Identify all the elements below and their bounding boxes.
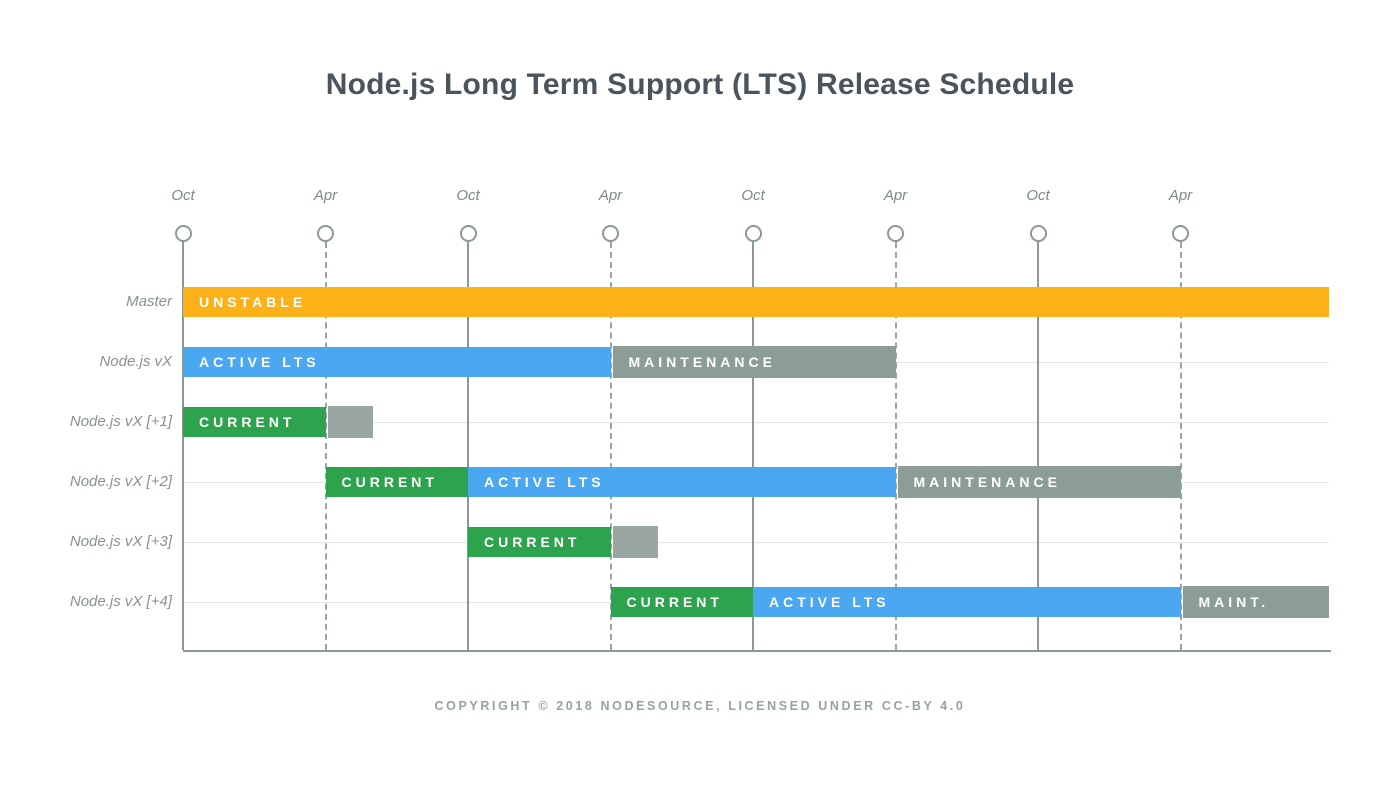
row-label: Master xyxy=(126,293,172,310)
month-label: Oct xyxy=(456,187,480,204)
month-label: Apr xyxy=(313,187,338,204)
month-label: Apr xyxy=(883,187,908,204)
tick-line-solid xyxy=(182,242,184,650)
bar-current: CURRENT xyxy=(183,407,326,437)
bar-maintenance: MAINTENANCE xyxy=(612,346,896,378)
bar-maintenance: MAINTENANCE xyxy=(897,466,1181,498)
month-label: Oct xyxy=(741,187,765,204)
month-label: Oct xyxy=(1026,187,1050,204)
tick-circle xyxy=(1029,224,1047,242)
row-label: Node.js vX xyxy=(99,353,172,370)
bar-active: ACTIVE LTS xyxy=(468,467,896,497)
month-label: Oct xyxy=(171,187,195,204)
tick-circle xyxy=(317,224,334,242)
bar-maintenance: MAINT. xyxy=(1182,586,1329,618)
tick-circle xyxy=(1172,224,1189,242)
tick-circle xyxy=(459,224,477,242)
bar-label: CURRENT xyxy=(199,414,296,430)
bar-label: ACTIVE LTS xyxy=(199,354,320,370)
bar-active: ACTIVE LTS xyxy=(183,347,611,377)
tick-line-dashed xyxy=(894,242,897,650)
bar-stub xyxy=(327,406,373,438)
row-label: Node.js vX [+4] xyxy=(69,593,172,610)
tick-line-dashed xyxy=(324,242,327,650)
tick-line-solid xyxy=(1037,242,1039,650)
month-label: Apr xyxy=(598,187,623,204)
tick-circle xyxy=(174,224,192,242)
bar-label: CURRENT xyxy=(484,534,581,550)
row-label: Node.js vX [+3] xyxy=(69,533,172,550)
bar-label: CURRENT xyxy=(341,474,438,490)
tick-line-dashed xyxy=(609,242,612,650)
bar-label: MAINTENANCE xyxy=(628,354,776,370)
tick-line-dashed xyxy=(1179,242,1182,650)
tick-circle xyxy=(887,224,904,242)
tick-line-solid xyxy=(467,242,469,650)
row-grid-line xyxy=(183,541,1329,543)
bar-active: ACTIVE LTS xyxy=(753,587,1181,617)
month-label: Apr xyxy=(1168,187,1193,204)
bar-label: MAINTENANCE xyxy=(913,474,1061,490)
bar-current: CURRENT xyxy=(325,467,468,497)
bar-unstable: UNSTABLE xyxy=(183,287,1329,317)
bar-current: CURRENT xyxy=(468,527,611,557)
copyright-notice: COPYRIGHT © 2018 NODESOURCE, LICENSED UN… xyxy=(434,699,966,713)
bar-label: CURRENT xyxy=(626,594,723,610)
bar-label: MAINT. xyxy=(1198,594,1270,610)
tick-circle xyxy=(744,224,762,242)
axis-baseline xyxy=(183,650,1331,652)
bar-label: ACTIVE LTS xyxy=(769,594,890,610)
row-label: Node.js vX [+1] xyxy=(69,413,172,430)
row-label: Node.js vX [+2] xyxy=(69,473,172,490)
tick-circle xyxy=(602,224,619,242)
bar-current: CURRENT xyxy=(610,587,753,617)
bar-label: ACTIVE LTS xyxy=(484,474,605,490)
row-grid-line xyxy=(183,421,1329,423)
chart-title: Node.js Long Term Support (LTS) Release … xyxy=(325,68,1075,101)
bar-label: UNSTABLE xyxy=(199,294,307,310)
tick-line-solid xyxy=(752,242,754,650)
bar-stub xyxy=(612,526,658,558)
